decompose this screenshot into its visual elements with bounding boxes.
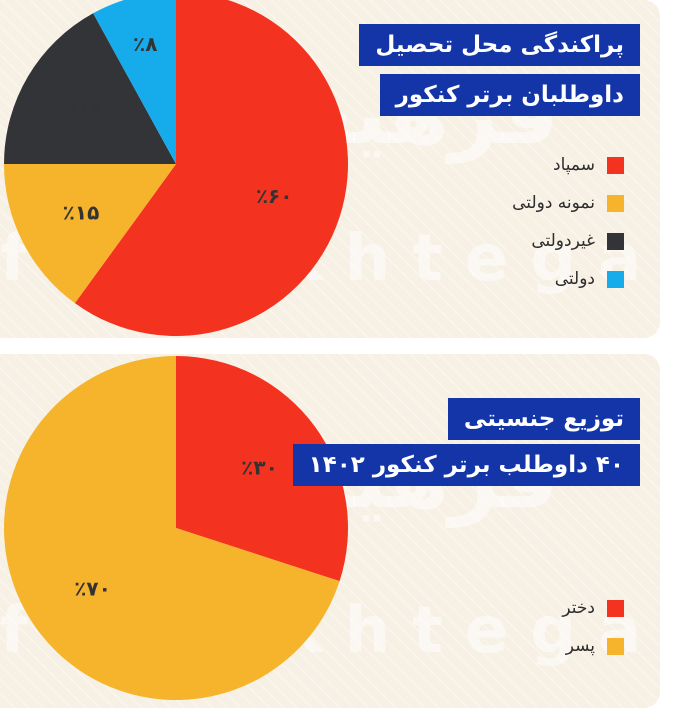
pie-chart-gender: ٪۳۰ ٪۷۰ bbox=[4, 356, 349, 700]
legend-label: دولتی bbox=[554, 269, 595, 289]
pie-slice bbox=[4, 13, 176, 164]
legend-item-boy: پسر bbox=[562, 627, 624, 665]
pie-slice-label: ٪۸ bbox=[133, 32, 157, 56]
chart-title-line2: ۴۰ داوطلب برتر کنکور ۱۴۰۲ bbox=[292, 444, 640, 486]
legend-study-location: سمپاد نمونه دولتی غیردولتی دولتی bbox=[512, 146, 624, 298]
chart-title-line2: داوطلبان برتر کنکور bbox=[379, 74, 640, 116]
legend-gender: دختر پسر bbox=[562, 589, 624, 665]
chart-title-line1: توزیع جنسیتی bbox=[447, 398, 640, 440]
legend-label: نمونه دولتی bbox=[512, 193, 595, 213]
pie-slice bbox=[93, 0, 176, 164]
pie-slice-label: ٪۱۵ bbox=[63, 200, 100, 224]
legend-swatch bbox=[607, 194, 624, 212]
legend-swatch bbox=[607, 270, 624, 288]
legend-label: دختر bbox=[562, 598, 595, 618]
pie-slice bbox=[176, 356, 349, 582]
legend-label: غیردولتی bbox=[531, 231, 595, 251]
pie-slice bbox=[74, 0, 348, 336]
pie-slice bbox=[4, 164, 176, 304]
pie-slice-label: ٪۳۰ bbox=[241, 455, 278, 479]
legend-item-sampad: سمپاد bbox=[512, 146, 624, 184]
legend-label: سمپاد bbox=[553, 155, 595, 175]
legend-item-dolati: دولتی bbox=[512, 260, 624, 298]
legend-swatch bbox=[607, 637, 624, 655]
pie-slice bbox=[4, 356, 340, 700]
pie-slice-label: ٪۶۰ bbox=[256, 184, 293, 208]
chart-card-gender: فرهیختگان farhikhtegan ٪۳۰٪۷۰ توزیع جنسی… bbox=[0, 354, 660, 708]
legend-item-gheir-dolati: غیردولتی bbox=[512, 222, 624, 260]
chart-card-study-location: فرهیختگان farhikhtegan ٪۶۰٪۱۵٪۱۷٪۸ پراکن… bbox=[0, 0, 660, 338]
legend-label: پسر bbox=[565, 636, 595, 656]
legend-item-nemooneh-dolati: نمونه دولتی bbox=[512, 184, 624, 222]
legend-swatch bbox=[607, 232, 624, 250]
legend-swatch bbox=[607, 599, 624, 617]
pie-slice-label: ٪۷۰ bbox=[74, 577, 111, 601]
pie-chart-study-location: ٪۶۰ ٪۱۵ ٪۱۷ ٪۸ bbox=[4, 0, 348, 336]
legend-item-girl: دختر bbox=[562, 589, 624, 627]
chart-title-line1: پراکندگی محل تحصیل bbox=[359, 24, 640, 66]
pie-slice-label: ٪۱۷ bbox=[66, 98, 103, 122]
legend-swatch bbox=[607, 156, 624, 174]
